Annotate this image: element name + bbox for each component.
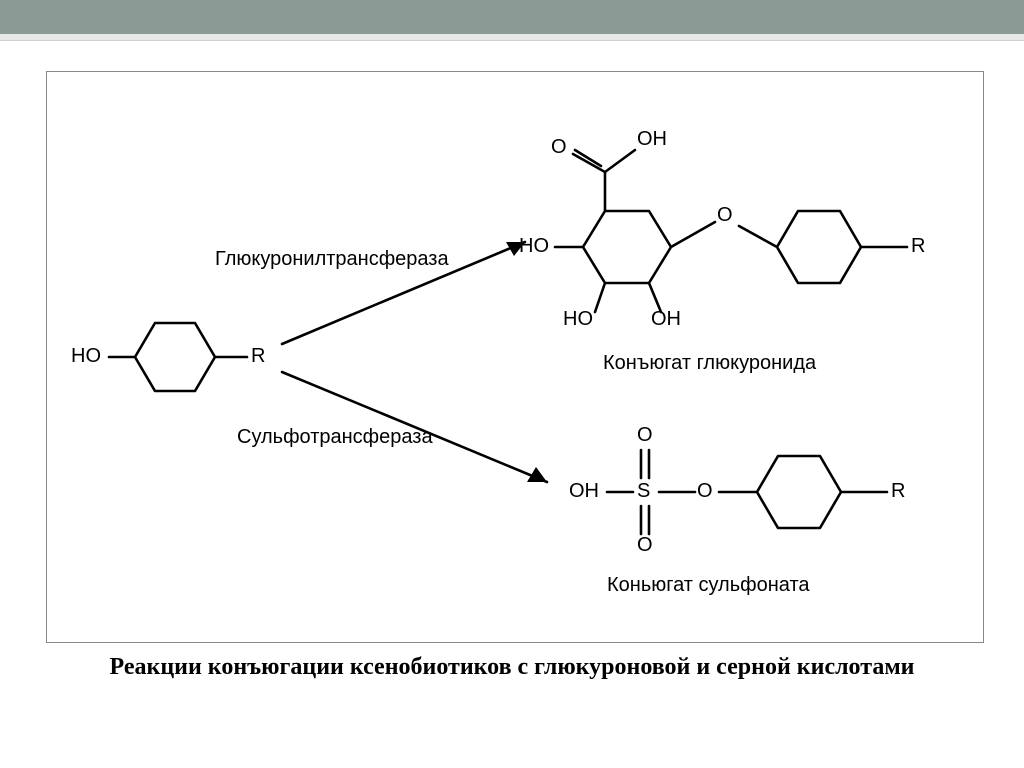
label-enzyme-top: Глюкуронилтрансфераза xyxy=(215,248,449,271)
label-enzyme-bottom: Сульфотрансфераза xyxy=(237,426,433,449)
label-O-sulf-down: O xyxy=(637,534,653,557)
label-R-bot: R xyxy=(891,480,905,503)
label-O-carboxyl: O xyxy=(551,136,567,159)
sub-bar xyxy=(0,34,1024,41)
chemistry-diagram xyxy=(47,72,983,642)
label-O-bridge-bot: O xyxy=(697,480,713,503)
label-OH-sulf: OH xyxy=(569,480,599,503)
label-OH-carboxyl: OH xyxy=(637,128,667,151)
label-OH-gl-br: OH xyxy=(651,308,681,331)
label-product-top: Конъюгат глюкуронида xyxy=(603,352,816,375)
label-HO-left: HO xyxy=(71,345,101,368)
label-S-sulf: S xyxy=(637,480,650,503)
diagram-stage: HO R O OH HO HO OH O R OH S O O O R Глюк… xyxy=(0,41,1024,768)
label-HO-gl-left: HO xyxy=(519,235,549,258)
header-bar xyxy=(0,0,1024,34)
label-R-left: R xyxy=(251,345,265,368)
figure-caption: Реакции конъюгации ксенобиотиков с глюку… xyxy=(0,651,1024,683)
diagram-panel: HO R O OH HO HO OH O R OH S O O O R Глюк… xyxy=(46,71,984,643)
label-R-top: R xyxy=(911,235,925,258)
label-product-bottom: Коньюгат сульфоната xyxy=(607,574,810,597)
label-O-sulf-up: O xyxy=(637,424,653,447)
label-O-bridge-top: O xyxy=(717,204,733,227)
label-HO-gl-bl: HO xyxy=(563,308,593,331)
